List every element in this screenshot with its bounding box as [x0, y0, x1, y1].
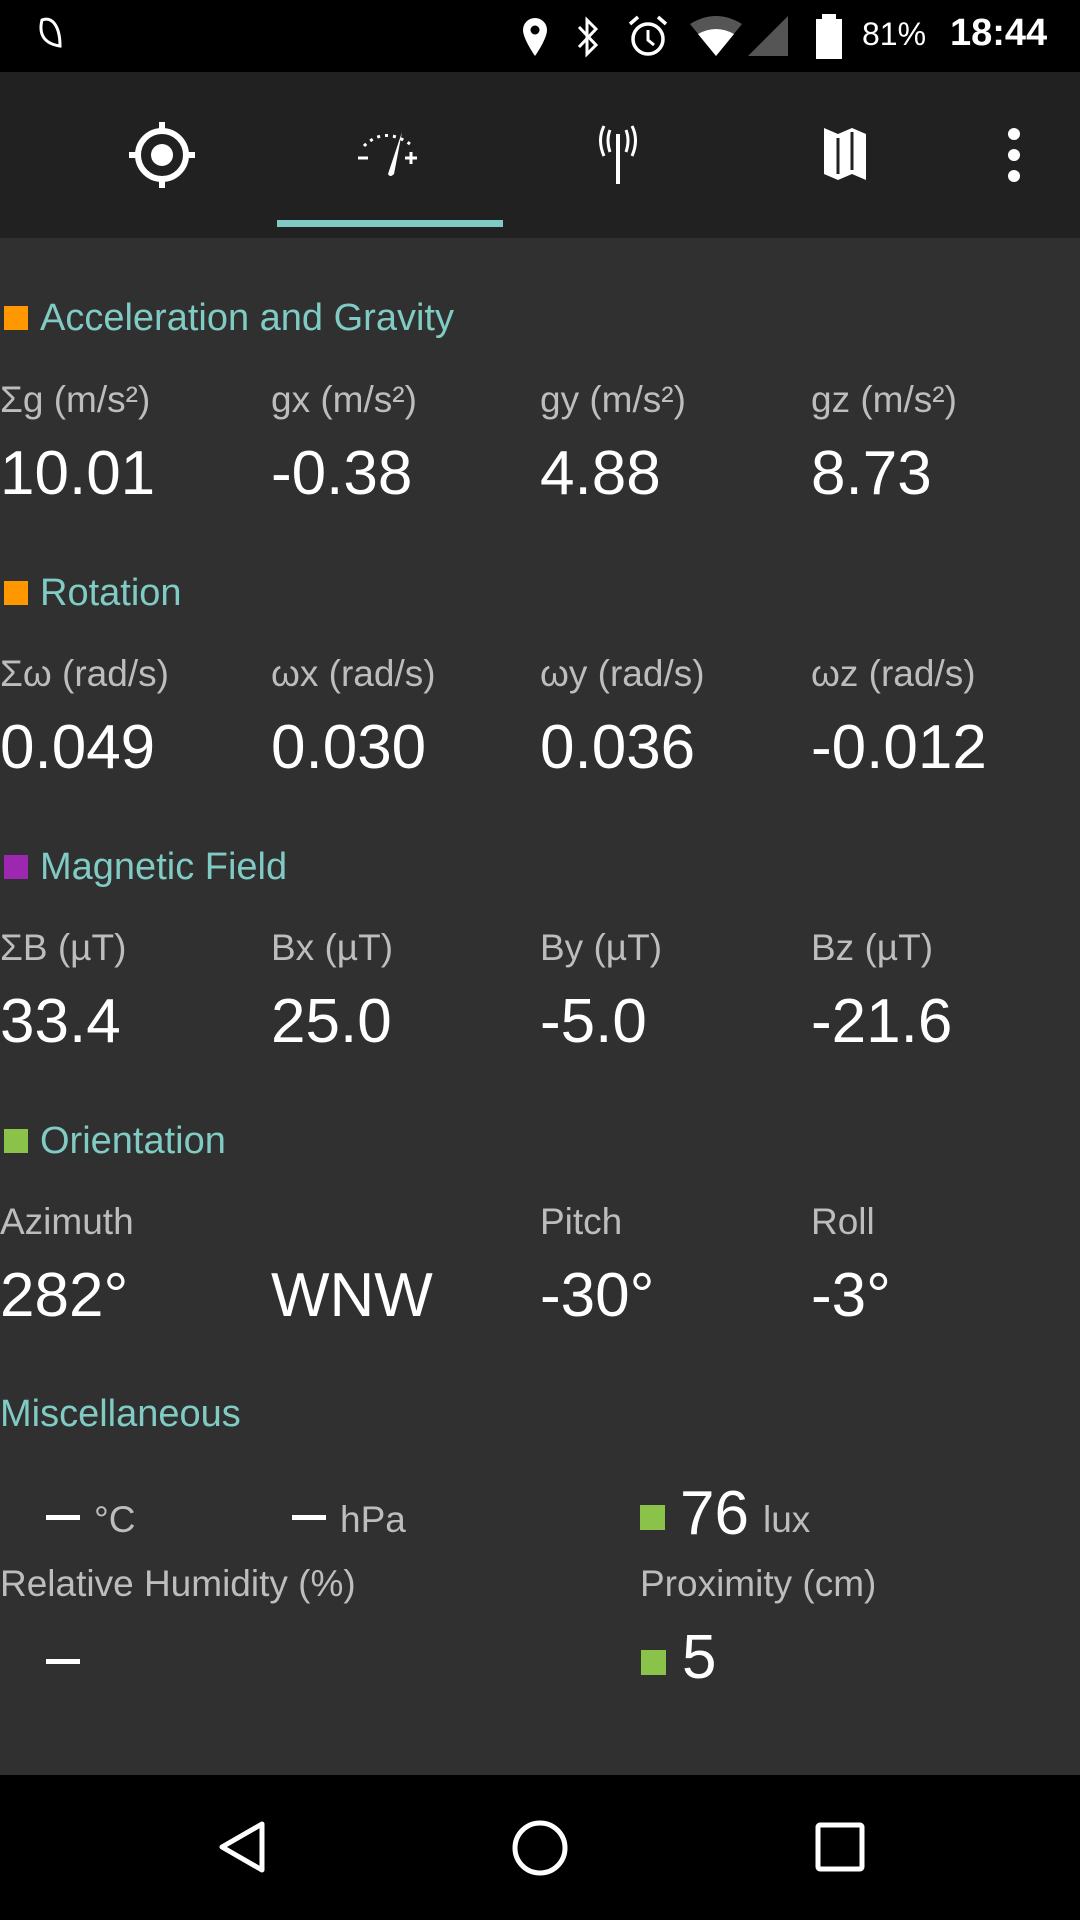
light-value: 76 — [680, 1479, 749, 1548]
gps-target-icon — [129, 122, 195, 188]
label: Bz (µT) — [811, 927, 934, 968]
light-unit: lux — [763, 1499, 811, 1540]
label: gx (m/s²) — [271, 379, 417, 420]
status-square-icon — [4, 581, 28, 605]
label: Azimuth — [0, 1201, 134, 1242]
label: ΣB (µT) — [0, 927, 127, 968]
label: ωx (rad/s) — [271, 653, 436, 694]
value: -5.0 — [540, 987, 647, 1056]
label: Bx (µT) — [271, 927, 394, 968]
clock: 18:44 — [950, 12, 1048, 54]
map-icon — [824, 128, 866, 180]
value: -21.6 — [811, 987, 953, 1056]
status-square-icon — [4, 306, 28, 330]
wifi-icon — [690, 16, 742, 56]
humidity-value — [46, 1653, 80, 1671]
light-status-icon — [640, 1505, 665, 1530]
alarm-icon — [628, 15, 668, 56]
value: 25.0 — [271, 987, 392, 1056]
label: Σg (m/s²) — [0, 379, 151, 420]
label: Pitch — [540, 1201, 623, 1242]
value: -0.012 — [811, 713, 987, 782]
value: WNW — [271, 1261, 433, 1330]
section-title: Rotation — [40, 571, 182, 614]
recents-icon[interactable] — [814, 1821, 866, 1873]
proximity-label: Proximity (cm) — [640, 1563, 877, 1604]
value: 10.01 — [0, 439, 156, 508]
section-title: Magnetic Field — [40, 845, 288, 888]
section-header: Rotation — [0, 570, 182, 616]
antenna-icon — [599, 125, 637, 184]
home-icon[interactable] — [511, 1819, 569, 1877]
value: 0.030 — [271, 713, 427, 782]
tab-map[interactable] — [810, 124, 880, 186]
label: Roll — [811, 1201, 875, 1242]
label: gy (m/s²) — [540, 379, 686, 420]
pressure-value — [292, 1509, 326, 1527]
value: -30° — [540, 1261, 655, 1330]
value: 8.73 — [811, 439, 932, 508]
location-icon — [523, 18, 547, 56]
section-header: Orientation — [0, 1118, 226, 1164]
section-title: Acceleration and Gravity — [40, 296, 454, 339]
label: gz (m/s²) — [811, 379, 957, 420]
value: -0.38 — [271, 439, 413, 508]
selected-tab-indicator — [277, 220, 503, 227]
tab-sensors[interactable] — [354, 124, 424, 186]
temperature-unit: °C — [94, 1499, 136, 1540]
navigation-bar — [0, 1775, 1080, 1920]
tab-gps[interactable] — [127, 122, 197, 188]
humidity-label: Relative Humidity (%) — [0, 1563, 356, 1604]
label: Σω (rad/s) — [0, 653, 169, 694]
value: 33.4 — [0, 987, 121, 1056]
value: 282° — [0, 1261, 129, 1330]
more-vert-icon — [1008, 128, 1020, 182]
bluetooth-icon — [577, 16, 599, 58]
more-options-button[interactable] — [979, 124, 1049, 186]
proximity-status-icon — [641, 1650, 666, 1675]
value: -3° — [811, 1261, 891, 1330]
tab-bar — [0, 72, 1080, 238]
label: ωz (rad/s) — [811, 653, 976, 694]
temperature-value — [46, 1509, 80, 1527]
battery-icon — [816, 14, 842, 59]
value: 4.88 — [540, 439, 661, 508]
value: 0.036 — [540, 713, 696, 782]
pressure-unit: hPa — [340, 1499, 406, 1540]
label: ωy (rad/s) — [540, 653, 705, 694]
back-icon[interactable] — [214, 1819, 270, 1875]
section-title: Miscellaneous — [0, 1392, 241, 1435]
notification-icon — [39, 17, 62, 48]
tab-satellites[interactable] — [583, 124, 653, 186]
status-square-icon — [4, 855, 28, 879]
label: By (µT) — [540, 927, 663, 968]
section-header: Miscellaneous — [0, 1391, 241, 1437]
value: 0.049 — [0, 713, 156, 782]
section-header: Magnetic Field — [0, 844, 287, 890]
gauge-icon — [358, 132, 417, 176]
battery-percent: 81% — [862, 16, 927, 52]
cell-signal-icon — [748, 16, 788, 56]
section-header: Acceleration and Gravity — [0, 295, 454, 341]
proximity-value: 5 — [682, 1623, 717, 1692]
status-square-icon — [4, 1129, 28, 1153]
section-title: Orientation — [40, 1119, 226, 1162]
status-bar: 81% 18:44 — [0, 0, 1080, 72]
